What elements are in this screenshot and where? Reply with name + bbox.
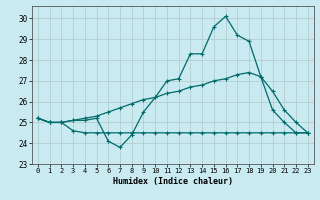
X-axis label: Humidex (Indice chaleur): Humidex (Indice chaleur) <box>113 177 233 186</box>
